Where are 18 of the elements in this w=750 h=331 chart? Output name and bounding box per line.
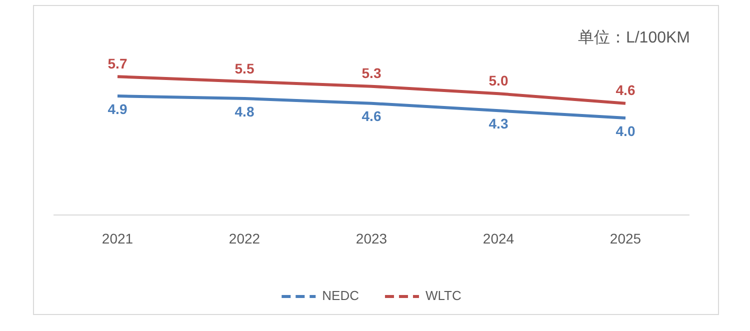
x-tick-label: 2022: [228, 230, 260, 246]
data-label: 5.5: [234, 60, 254, 76]
data-label: 5.3: [362, 65, 382, 82]
data-label: 4.0: [616, 122, 636, 139]
data-label: 4.6: [362, 108, 382, 124]
text: 单位：L/100KM: [578, 28, 690, 46]
legend-label: WLTC: [425, 288, 462, 304]
x-tick-label: 2021: [102, 230, 134, 246]
data-label: 4.6: [616, 82, 636, 98]
x-tick-label: 2023: [356, 230, 388, 246]
data-label: 4.3: [488, 116, 508, 132]
data-label: 4.8: [234, 103, 254, 120]
legend-label: NEDC: [322, 288, 359, 304]
data-label: 5.7: [108, 55, 128, 72]
data-label: 4.9: [108, 100, 128, 117]
x-tick-label: 2025: [610, 230, 642, 246]
data-label: 5.0: [488, 72, 508, 88]
x-tick-label: 2024: [482, 230, 514, 246]
